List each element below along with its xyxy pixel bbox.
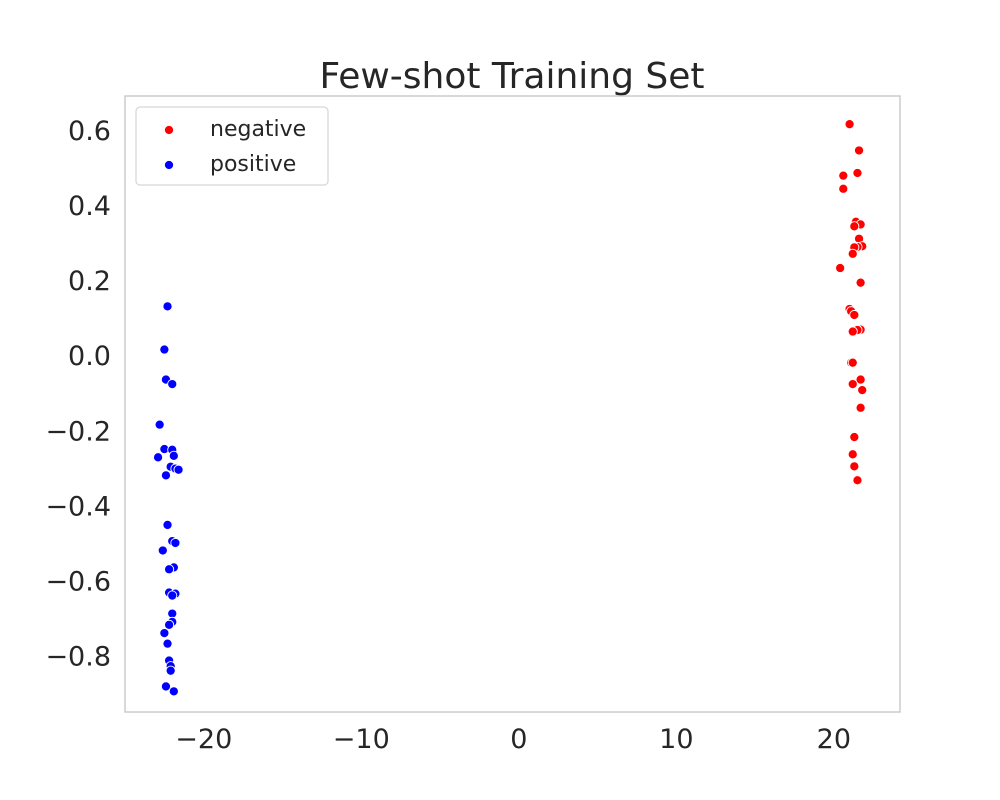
scatter-point-positive (159, 628, 170, 639)
scatter-point-positive (167, 379, 178, 390)
scatter-point-positive (164, 564, 175, 575)
x-tick-label: −20 (175, 724, 232, 755)
legend-marker-negative (163, 124, 175, 136)
legend-label-positive: positive (210, 152, 296, 177)
scatter-point-negative (838, 183, 849, 194)
x-tick-label: 0 (510, 724, 527, 755)
scatter-point-negative (847, 326, 858, 337)
y-axis-ticks: 0.6 0.4 0.2 0.0 −0.2 −0.4 −0.6 −0.8 (45, 116, 111, 673)
y-tick-label: 0.4 (68, 191, 111, 222)
scatter-point-positive (159, 344, 170, 355)
legend-box (135, 106, 329, 186)
scatter-point-positive (153, 452, 164, 463)
scatter-point-positive (167, 590, 178, 601)
scatter-point-negative (849, 309, 860, 321)
scatter-point-positive (162, 519, 173, 530)
scatter-point-negative (835, 262, 846, 274)
scatter-point-positive (165, 665, 176, 676)
scatter-point-positive (168, 686, 179, 697)
x-tick-label: 20 (817, 724, 851, 755)
scatter-point-negative (849, 221, 860, 232)
data-points (153, 119, 868, 697)
x-axis-ticks: −20 −10 0 10 20 (175, 724, 851, 755)
y-tick-label: 0.0 (68, 341, 111, 372)
scatter-point-negative (853, 145, 865, 156)
scatter-point-negative (847, 248, 858, 259)
scatter-point-negative (838, 170, 849, 181)
legend-marker-positive (163, 159, 175, 171)
scatter-point-negative (849, 461, 860, 472)
scatter-point-negative (844, 119, 855, 130)
series-negative (835, 119, 868, 486)
plot-area-frame (124, 95, 901, 713)
scatter-point-positive (170, 537, 181, 549)
y-tick-label: −0.4 (45, 491, 111, 522)
scatter-point-negative (852, 475, 863, 486)
y-tick-label: −0.8 (45, 642, 111, 673)
scatter-point-positive (164, 619, 175, 630)
series-positive (153, 301, 184, 697)
scatter-point-negative (857, 385, 868, 396)
scatter-point-positive (162, 638, 173, 649)
scatter-point-negative (855, 402, 866, 413)
scatter-point-negative (855, 277, 866, 288)
scatter-point-positive (173, 464, 184, 475)
legend-label-negative: negative (210, 117, 306, 142)
legend: negative positive (135, 106, 329, 186)
y-tick-label: 0.2 (68, 266, 111, 297)
scatter-point-positive (160, 681, 172, 692)
scatter-point-positive (157, 545, 168, 556)
y-tick-label: 0.6 (68, 116, 111, 147)
x-tick-label: −10 (333, 724, 390, 755)
scatter-point-negative (847, 449, 858, 460)
scatter-point-positive (162, 301, 173, 312)
scatter-point-negative (847, 379, 858, 390)
scatter-point-positive (168, 450, 179, 461)
y-tick-label: −0.6 (45, 567, 111, 598)
scatter-point-positive (160, 470, 172, 481)
scatter-point-negative (855, 374, 866, 385)
x-tick-label: 10 (659, 724, 693, 755)
scatter-point-negative (852, 167, 863, 179)
scatter-point-negative (847, 357, 858, 368)
chart-title: Few-shot Training Set (319, 56, 704, 97)
y-tick-label: −0.2 (45, 416, 111, 447)
scatter-point-negative (849, 432, 860, 443)
scatter-point-positive (154, 419, 165, 430)
